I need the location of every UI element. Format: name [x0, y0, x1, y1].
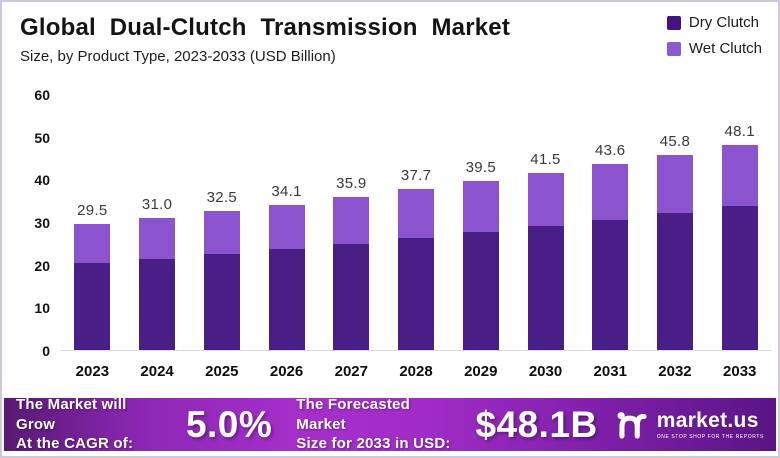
bar-segment-dry-clutch [74, 263, 111, 350]
bar-total-label: 41.5 [530, 150, 561, 168]
bar-segment-wet-clutch [398, 189, 435, 239]
bar-total-label: 48.1 [724, 122, 755, 140]
bar-segment-wet-clutch [74, 224, 111, 264]
bar-segment-wet-clutch [721, 144, 758, 206]
y-axis-tick: 10 [34, 300, 50, 317]
page-title: Global Dual-Clutch Transmission Market [20, 14, 511, 41]
bar-group-2025: 32.5 [189, 95, 254, 350]
bar-stack [592, 163, 629, 350]
bar-stack [721, 144, 758, 350]
bar-segment-wet-clutch [333, 196, 370, 244]
bar-group-2028: 37.7 [384, 95, 449, 350]
bar-segment-wet-clutch [527, 172, 564, 227]
bar-group-2026: 34.1 [254, 95, 319, 350]
cagr-label: The Market will Grow At the CAGR of: [16, 396, 134, 453]
bar-group-2031: 43.6 [578, 95, 643, 350]
y-axis-tick: 20 [34, 257, 50, 274]
bar-segment-dry-clutch [333, 243, 370, 350]
bar-total-label: 37.7 [400, 167, 432, 185]
bar-segment-wet-clutch [203, 211, 240, 255]
x-axis-label-2025: 2025 [205, 363, 239, 380]
bar-group-2032: 45.8 [643, 95, 708, 350]
x-axis-label-2031: 2031 [593, 363, 627, 380]
bar-total-label: 34.1 [271, 182, 302, 200]
x-axis-label-2033: 2033 [723, 363, 757, 380]
logo-tagline: ONE STOP SHOP FOR THE REPORTS [656, 434, 764, 440]
bar-segment-dry-clutch [139, 259, 176, 350]
bar-segment-dry-clutch [592, 219, 629, 350]
bar-segment-wet-clutch [592, 163, 629, 220]
legend-item-dry-clutch: Dry Clutch [666, 14, 762, 31]
x-axis-label-2032: 2032 [658, 363, 692, 380]
legend-item-wet-clutch: Wet Clutch [666, 40, 762, 57]
bar-stack [333, 196, 370, 350]
dry-clutch-swatch-icon [666, 15, 681, 30]
footer-banner: The Market will Grow At the CAGR of: 5.0… [4, 396, 776, 453]
bar-segment-wet-clutch [139, 217, 176, 260]
bar-stack [74, 224, 111, 350]
page-subtitle: Size, by Product Type, 2023-2033 (USD Bi… [20, 48, 336, 65]
y-axis-tick: 60 [34, 87, 50, 103]
wet-clutch-swatch-icon [666, 41, 681, 56]
bar-segment-dry-clutch [721, 205, 758, 350]
marketus-logo-icon [617, 411, 647, 439]
bar-segment-wet-clutch [656, 154, 693, 214]
bar-stack [398, 189, 435, 350]
bar-stack [462, 181, 499, 350]
x-axis-label-2026: 2026 [269, 363, 304, 380]
bar-stack [527, 172, 564, 350]
x-axis-label-2029: 2029 [464, 363, 498, 380]
bar-segment-dry-clutch [527, 226, 564, 350]
legend-label: Wet Clutch [688, 40, 762, 57]
bar-total-label: 39.5 [465, 159, 496, 177]
bar-group-2024: 31.0 [125, 95, 190, 350]
marketus-logo: market.us ONE STOP SHOP FOR THE REPORTS [616, 408, 764, 442]
y-axis-tick: 50 [34, 129, 50, 146]
logo-wordmark: market.us [656, 409, 759, 432]
bar-group-2033: 48.1 [707, 95, 772, 350]
bar-segment-wet-clutch [268, 204, 305, 250]
plot-area: 29.5 31.0 32.5 34.1 35.9 37.7 39.5 41.5 43.6 45.8… [60, 95, 772, 351]
bar-total-label: 32.5 [206, 189, 238, 207]
legend-label: Dry Clutch [688, 14, 759, 31]
bar-stack [139, 217, 176, 350]
bar-segment-dry-clutch [462, 232, 499, 350]
bar-group-2029: 39.5 [448, 95, 513, 350]
bar-segment-dry-clutch [268, 249, 305, 350]
bar-total-label: 35.9 [336, 174, 367, 192]
bar-segment-wet-clutch [462, 181, 499, 233]
bar-segment-dry-clutch [203, 254, 240, 350]
cagr-value: 5.0% [185, 403, 273, 445]
x-axis-label-2030: 2030 [528, 363, 563, 380]
y-axis-tick: 30 [34, 215, 50, 231]
bar-group-2027: 35.9 [319, 95, 384, 350]
forecast-value: $48.1B [475, 403, 598, 445]
x-axis-label-2024: 2024 [140, 363, 174, 380]
chart-legend: Dry Clutch Wet Clutch [666, 14, 762, 57]
bar-segment-dry-clutch [398, 238, 435, 350]
x-axis-label-2023: 2023 [75, 363, 110, 380]
bar-stack [656, 154, 693, 350]
bar-group-2023: 29.5 [60, 95, 125, 350]
bar-total-label: 31.0 [141, 195, 173, 213]
bar-group-2030: 41.5 [513, 95, 578, 350]
chart-header: Global Dual-Clutch Transmission Market S… [20, 14, 510, 65]
y-axis-tick: 40 [34, 172, 50, 189]
bar-total-label: 43.6 [595, 141, 626, 159]
bar-total-label: 45.8 [659, 132, 691, 150]
x-axis-label-2027: 2027 [334, 363, 368, 380]
stacked-bar-chart: 0 10 20 30 40 50 60 29.5 31.0 32.5 34.1 35.9 37.7 39… [10, 87, 772, 380]
x-axis: 2023 2024 2025 2026 2027 2028 2029 2030 2031 2032… [60, 363, 772, 380]
y-axis: 0 10 20 30 40 50 60 [10, 87, 60, 359]
bar-stack [268, 204, 305, 350]
y-axis-tick: 0 [42, 343, 50, 359]
bar-stack [203, 211, 240, 350]
x-axis-label-2028: 2028 [399, 363, 433, 380]
forecast-label: The Forecasted Market Size for 2033 in U… [296, 396, 451, 453]
bar-segment-dry-clutch [656, 213, 693, 350]
bar-total-label: 29.5 [77, 202, 108, 220]
